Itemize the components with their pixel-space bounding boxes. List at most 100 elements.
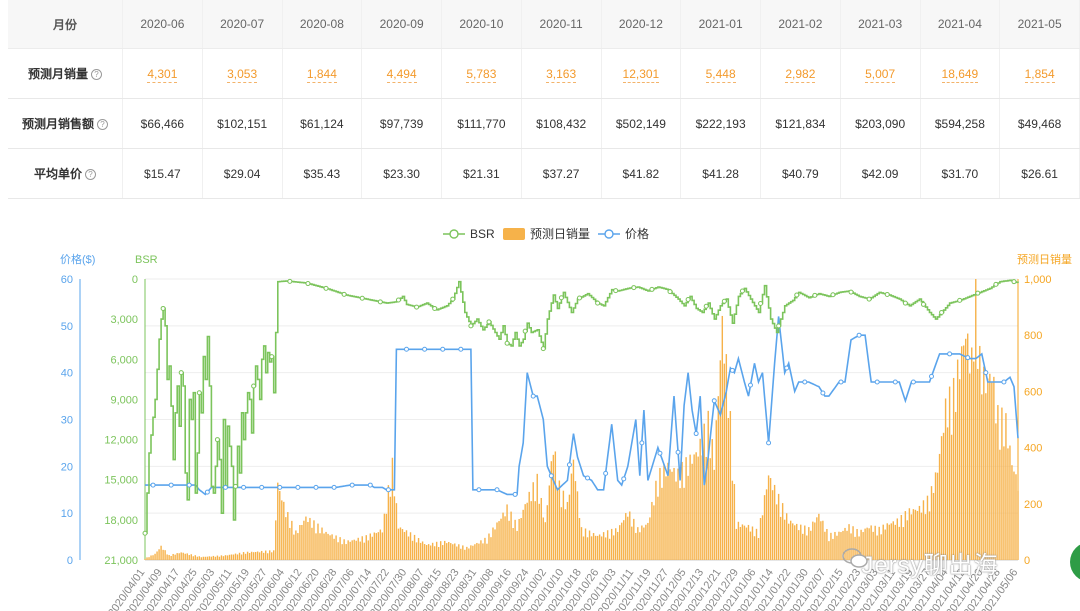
sales-bar bbox=[224, 555, 227, 560]
sales-bar bbox=[751, 526, 754, 560]
sales-bar bbox=[920, 512, 923, 560]
help-icon[interactable]: ? bbox=[97, 119, 108, 130]
table-cell: $21.31 bbox=[441, 148, 522, 199]
sales-bar bbox=[164, 550, 166, 560]
price-point bbox=[603, 470, 609, 476]
sales-bar bbox=[260, 550, 263, 560]
month-header: 2020-10 bbox=[441, 0, 522, 49]
sales-value[interactable]: 4,301 bbox=[147, 66, 178, 83]
table-cell[interactable]: 18,649 bbox=[920, 48, 1001, 99]
sales-bar bbox=[403, 531, 406, 560]
sales-bar bbox=[840, 532, 842, 560]
help-icon[interactable]: ? bbox=[85, 169, 96, 180]
sales-bar bbox=[755, 528, 758, 560]
sales-bar bbox=[586, 537, 589, 560]
sales-tick-label: 1,000 bbox=[1024, 274, 1052, 286]
sales-bar bbox=[431, 542, 434, 560]
sales-bar bbox=[952, 377, 955, 560]
price-point bbox=[385, 487, 391, 493]
table-cell[interactable]: 4,494 bbox=[361, 48, 442, 99]
bsr-point bbox=[450, 296, 456, 302]
sales-bar bbox=[806, 535, 808, 560]
sales-bar bbox=[506, 504, 508, 560]
sales-bar bbox=[657, 496, 659, 560]
help-icon[interactable]: ? bbox=[91, 69, 102, 80]
price-point bbox=[621, 476, 627, 482]
sales-bar bbox=[206, 556, 209, 560]
sales-bar bbox=[279, 491, 281, 560]
sales-bar bbox=[194, 555, 196, 560]
sales-value[interactable]: 1,854 bbox=[1024, 66, 1055, 83]
sales-bar bbox=[329, 535, 331, 560]
sales-bar bbox=[419, 542, 422, 560]
sales-bar bbox=[480, 540, 482, 560]
table-cell[interactable]: 2,982 bbox=[760, 48, 841, 99]
table-cell[interactable]: 1,854 bbox=[999, 48, 1080, 99]
sales-bar bbox=[880, 534, 882, 560]
sales-value[interactable]: 4,494 bbox=[386, 66, 417, 83]
sales-bar bbox=[490, 537, 492, 560]
table-cell[interactable]: 3,163 bbox=[521, 48, 602, 99]
table-cell[interactable]: 1,844 bbox=[282, 48, 363, 99]
sales-value[interactable]: 3,163 bbox=[546, 66, 577, 83]
sales-bar bbox=[940, 436, 943, 560]
sales-bar bbox=[614, 528, 617, 560]
sales-bar bbox=[725, 354, 728, 560]
sales-value[interactable]: 5,007 bbox=[865, 66, 896, 83]
sales-bar bbox=[625, 513, 627, 560]
bsr-point bbox=[794, 292, 800, 298]
sales-bar bbox=[985, 393, 987, 560]
sales-bar bbox=[512, 528, 514, 560]
sales-bar bbox=[649, 517, 651, 560]
table-cell[interactable]: 5,783 bbox=[441, 48, 522, 99]
sales-bar bbox=[546, 505, 549, 560]
table-cell[interactable]: 4,301 bbox=[122, 48, 203, 99]
sales-bar bbox=[472, 545, 474, 560]
sales-bar bbox=[582, 536, 585, 560]
table-cell: $102,151 bbox=[202, 98, 283, 149]
table-cell[interactable]: 5,448 bbox=[680, 48, 761, 99]
sales-bar bbox=[244, 553, 247, 560]
sales-value[interactable]: 5,448 bbox=[705, 66, 736, 83]
sales-bar bbox=[160, 545, 162, 560]
sales-bar bbox=[202, 556, 205, 560]
table-row: 预测月销量? 4,301 3,053 1,844 4,494 5,783 3,163 12,3… bbox=[8, 48, 1080, 99]
row-label-text: 平均单价 bbox=[33, 167, 82, 181]
month-header: 2021-01 bbox=[680, 0, 761, 49]
sales-bar bbox=[848, 524, 850, 560]
sales-value[interactable]: 2,982 bbox=[785, 66, 816, 83]
sales-bar bbox=[727, 418, 730, 560]
sales-bar bbox=[369, 533, 371, 560]
sales-value[interactable]: 12,301 bbox=[622, 66, 660, 83]
table-cell[interactable]: 5,007 bbox=[840, 48, 921, 99]
price-point bbox=[458, 346, 464, 352]
price-point bbox=[947, 351, 953, 357]
sales-bar bbox=[769, 478, 772, 560]
sales-bar bbox=[417, 538, 420, 560]
sales-bar bbox=[641, 525, 643, 560]
sales-bar bbox=[144, 558, 146, 560]
sales-bar bbox=[152, 555, 154, 560]
bsr-line bbox=[145, 279, 1019, 534]
sales-value[interactable]: 1,844 bbox=[306, 66, 337, 83]
sales-bar bbox=[315, 533, 317, 560]
table-cell[interactable]: 3,053 bbox=[202, 48, 283, 99]
month-header: 2020-07 bbox=[202, 0, 283, 49]
sales-value[interactable]: 18,649 bbox=[941, 66, 979, 83]
sales-value[interactable]: 5,783 bbox=[466, 66, 497, 83]
sales-bar bbox=[484, 537, 486, 560]
sales-bar bbox=[401, 529, 404, 560]
sales-bar bbox=[379, 529, 382, 560]
sales-bar bbox=[313, 520, 315, 560]
sales-bar bbox=[717, 396, 719, 560]
sales-bar bbox=[713, 469, 715, 560]
bsr-point bbox=[540, 346, 546, 352]
price-point bbox=[892, 379, 898, 385]
floating-action-button[interactable] bbox=[1070, 542, 1080, 582]
sales-bar bbox=[623, 520, 625, 560]
table-cell[interactable]: 12,301 bbox=[601, 48, 682, 99]
sales-bar bbox=[562, 490, 565, 560]
sales-bar bbox=[619, 525, 621, 560]
sales-value[interactable]: 3,053 bbox=[227, 66, 258, 83]
sales-bar bbox=[466, 546, 468, 560]
